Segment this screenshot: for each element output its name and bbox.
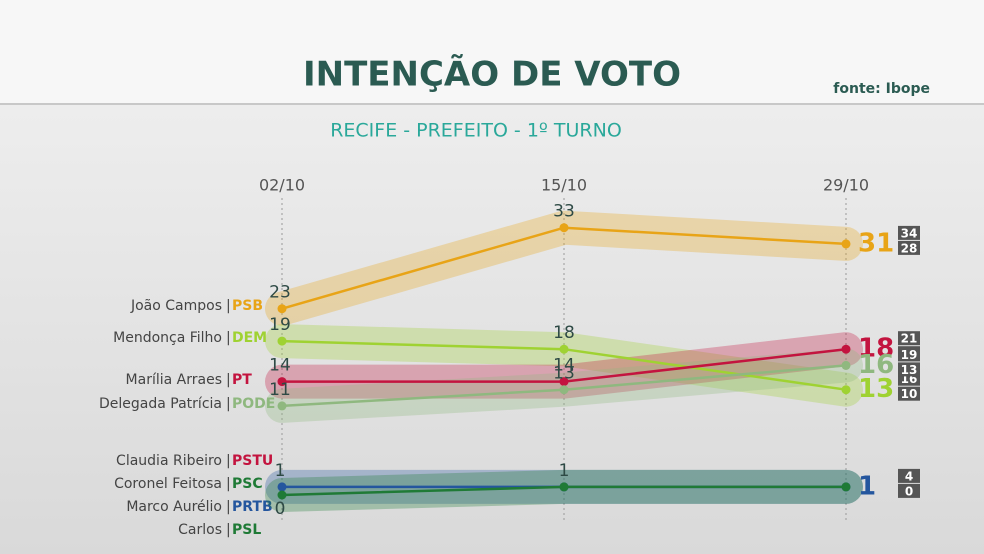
- range-box: [898, 331, 920, 346]
- range-box: [898, 362, 920, 377]
- point: [277, 304, 287, 314]
- x-tick-label: 29/10: [823, 176, 869, 195]
- candidate-name: Marília Arraes: [126, 372, 222, 388]
- value-label: 0: [275, 499, 286, 519]
- party: PT: [232, 372, 252, 388]
- separator: |: [226, 372, 231, 388]
- value-label: 18: [553, 323, 575, 343]
- candidate-name: Claudia Ribeiro: [116, 453, 222, 469]
- range-box: [898, 483, 920, 498]
- party: PODE: [232, 396, 275, 412]
- candidate-name: Marco Aurélio: [126, 499, 222, 515]
- value-label: 11: [269, 380, 291, 400]
- point: [559, 223, 569, 233]
- range-label: 28: [901, 241, 918, 255]
- range-box: [898, 386, 920, 401]
- range-label: 34: [901, 226, 918, 240]
- point: [559, 344, 569, 354]
- range-label: 4: [905, 469, 913, 483]
- value-label: 18: [858, 334, 894, 364]
- point: [559, 385, 569, 395]
- candidate-name: Carlos: [178, 522, 222, 538]
- separator: |: [226, 330, 231, 346]
- party: PSB: [232, 298, 263, 314]
- range-label: 0: [905, 484, 913, 498]
- candidate-name: Mendonça Filho: [113, 330, 222, 346]
- lines: [277, 223, 851, 500]
- value-label: 19: [269, 315, 291, 335]
- party: PSTU: [232, 453, 273, 469]
- range-box: [898, 468, 920, 483]
- point: [841, 360, 851, 370]
- value-label: 14: [553, 356, 575, 376]
- separator: |: [226, 476, 231, 492]
- range-label: 19: [901, 348, 918, 362]
- x-tick-label: 02/10: [259, 176, 305, 195]
- point: [277, 482, 287, 492]
- value-label: 13: [553, 364, 575, 384]
- point: [841, 385, 851, 395]
- value-label: 1: [858, 471, 876, 501]
- value-label: 33: [553, 202, 575, 222]
- value-label: 23: [269, 283, 291, 303]
- separator: |: [226, 298, 231, 314]
- separator: |: [226, 499, 231, 515]
- party: PRTB: [232, 499, 273, 515]
- source: fonte: Ibope: [833, 81, 930, 97]
- range-box: [898, 347, 920, 362]
- point: [841, 344, 851, 354]
- range-label: 10: [901, 387, 918, 401]
- range-label: 13: [901, 363, 918, 377]
- party: DEM: [232, 330, 267, 346]
- value-label: 1: [275, 461, 286, 481]
- range-box: [898, 225, 920, 240]
- value-label: 31: [858, 228, 894, 258]
- separator: |: [226, 396, 231, 412]
- point: [277, 377, 287, 387]
- point: [277, 490, 287, 500]
- party: PSL: [232, 522, 261, 538]
- header: [0, 0, 984, 104]
- value-label: 16: [858, 350, 894, 380]
- point: [277, 401, 287, 411]
- candidate-name: Delegada Patrícia: [99, 396, 222, 412]
- point: [841, 482, 851, 492]
- range-box: [898, 240, 920, 255]
- labels: 2333313428191813161014141821151113161913…: [269, 202, 920, 519]
- party: PSC: [232, 476, 263, 492]
- value-label: 14: [269, 356, 291, 376]
- subtitle: RECIFE - PREFEITO - 1º TURNO: [330, 120, 622, 142]
- point: [559, 482, 569, 492]
- point: [277, 336, 287, 346]
- range-label: 21: [901, 332, 918, 346]
- candidate-name: Coronel Feitosa: [114, 476, 222, 492]
- point: [841, 239, 851, 249]
- point: [559, 377, 569, 387]
- candidate-name: João Campos: [130, 298, 222, 314]
- chart-title: INTENÇÃO DE VOTO: [303, 54, 681, 95]
- value-label: 1: [559, 461, 570, 481]
- separator: |: [226, 453, 231, 469]
- value-label: 13: [858, 374, 894, 404]
- separator: |: [226, 522, 231, 538]
- x-tick-label: 15/10: [541, 176, 587, 195]
